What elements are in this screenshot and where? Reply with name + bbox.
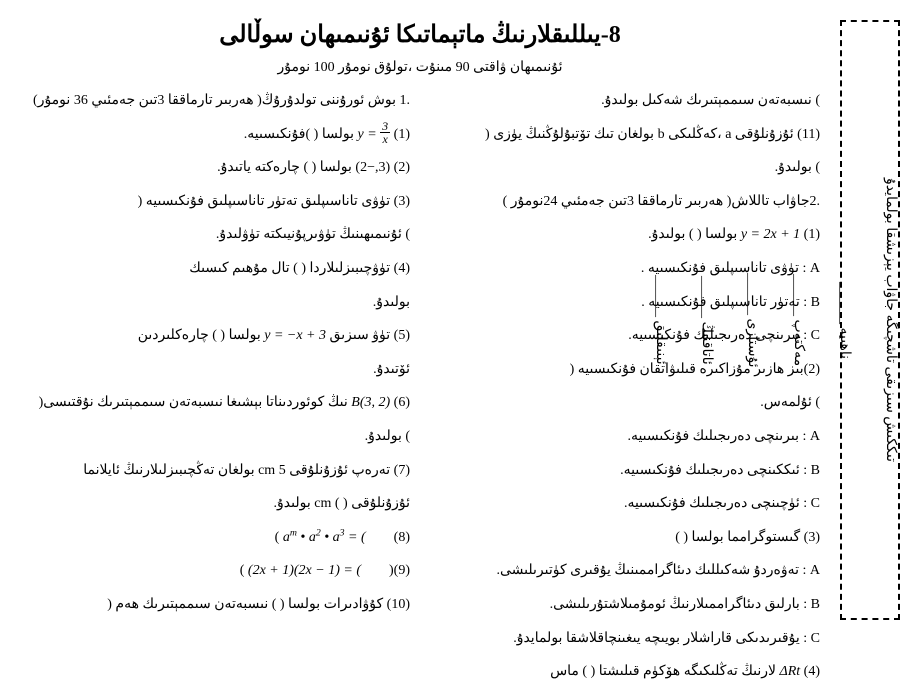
- q4b: بولىدۇ.: [20, 286, 410, 320]
- s2q3: (3) گىستوگرامما بولسا ( ): [430, 521, 820, 555]
- q6-pre: (6): [394, 395, 410, 410]
- s2q1-eq: y = 2x + 1: [741, 218, 800, 252]
- q2: (2) (3,−2) بولسا ( ) چارەكتە ياتىدۇ.: [20, 151, 410, 185]
- s2q4-eq: ΔRt: [779, 655, 800, 689]
- q6-eq: B(3, 2): [351, 386, 390, 420]
- timing-line: ئۇنىمىھان ۋاقتى 90 مىنۇت ،تولۇق نومۇر 10…: [20, 59, 820, 76]
- q11a: ) نىسبەتەن سىممېتىرىك شەكىل بولىدۇ.: [430, 84, 820, 118]
- q9-post: ): [240, 563, 245, 578]
- q5b: ئۆتىدۇ.: [20, 353, 410, 387]
- s2q4: (4) ΔRt لارنىڭ تەڭلىكىگە ھۆكۈم قىلىشتا (…: [430, 655, 820, 689]
- s2q3C: C : يۇقىرىدىكى قاراشلار بويىچە يىغىنچاقل…: [430, 622, 820, 656]
- q6-post: نىڭ كوئوردىناتا بېشىغا نىسبەتەن سىممېتىر…: [39, 395, 348, 410]
- q1-pre: (1): [394, 127, 410, 142]
- s2q2C: C : ئۈچىنچى دەرىجىلىك فۇنكىسىيە.: [430, 487, 820, 521]
- columns: .1 بوش ئورۇننى تولدۇرۇڭ( ھەربىر تارماققا…: [20, 84, 820, 689]
- q6: (6) B(3, 2) نىڭ كوئوردىناتا بېشىغا نىسبە…: [20, 386, 410, 420]
- s2q3A: A : تەۋەردۇ شەكىللىك دىئاگراممىنىڭ يۇقىر…: [430, 554, 820, 588]
- s2q1: (1) y = 2x + 1 بولسا ( ) بولىدۇ.: [430, 218, 820, 252]
- s2q1a: A : تۈۋى تاناسىپلىق فۇنكىسىيە .: [430, 252, 820, 286]
- q9-eq: (2x + 1)(2x − 1) = (: [248, 554, 361, 588]
- section2-header: .2جاۋاب تاللاش( ھەربىر تارماققا 3تىن جەم…: [430, 185, 820, 219]
- page-title: 8-يىللىقلارنىڭ ماتېماتىكا ئۇنىمىھان سوڵا…: [20, 20, 820, 49]
- answer-sidebar: تىككىش سىزىقى تاشچىگە جاۋاب يېزىشقا بولم…: [840, 20, 900, 620]
- q9: (9)( (2x + 1)(2x − 1) = ( ): [20, 554, 410, 588]
- s2q4-pre: (4): [804, 664, 820, 679]
- q4: (4) تۈۋچىبىزلىلاردا ( ) تال مۇھىم كىسىك: [20, 252, 410, 286]
- q5-eq: y = −x + 3: [264, 319, 326, 353]
- s2q1b: B : تەتۈر تاناسىپلىق فۇنكىسىيە .: [430, 286, 820, 320]
- q3b: ) ئۇنىمىھىنىڭ تۈۋىرپۇنيىكتە تۈۋلىدۇ.: [20, 218, 410, 252]
- section1-header: .1 بوش ئورۇننى تولدۇرۇڭ( ھەربىر تارماققا…: [20, 84, 410, 118]
- s2q3B: B : بارلىق دىئاگراممىلارنىڭ ئومۇمىلاشتۇر…: [430, 588, 820, 622]
- q10: (10) كۇۋادىرات بولسا ( ) نىسبەتەن سىممېت…: [20, 588, 410, 622]
- q5: (5) تۈۋ سىزىق y = −x + 3 بولسا ( ) چارەك…: [20, 319, 410, 353]
- column-right: .1 بوش ئورۇننى تولدۇرۇڭ( ھەربىر تارماققا…: [20, 84, 410, 689]
- q7b: ئۇزۇنلۇقى ( ) cm بولىدۇ.: [20, 487, 410, 521]
- s2q2B: B : ئىككىنچى دەرىجىلىك فۇنكىسىيە.: [430, 454, 820, 488]
- q1-equation: y = 3 x: [357, 118, 390, 152]
- s2q4-post: لارنىڭ تەڭلىكىگە ھۆكۈم قىلىشتا ( ) ماس: [550, 664, 776, 679]
- s2q1-pre: (1): [804, 227, 820, 242]
- q11b: (11) ئۇزۇنلۇقى a ،كەڭلىكى b بولغان تىك ت…: [430, 118, 820, 152]
- q1-fraction: 3 x: [380, 120, 390, 145]
- q11c: ) بولىدۇ.: [430, 151, 820, 185]
- q8-eq: am • a2 • a3 = (: [283, 521, 366, 555]
- q5-post: بولسا ( ) چارەكلىردىن: [138, 328, 261, 343]
- q8-pre: (8): [394, 530, 410, 545]
- s2q2A: A : بىرىنچى دەرىجىلىك فۇنكىسىيە.: [430, 420, 820, 454]
- q1-post: بولسا ( )فۇنكىسىيە.: [244, 127, 354, 142]
- q1: (1) y = 3 x بولسا ( )فۇنكىسىيە.: [20, 118, 410, 152]
- q5-pre: (5) تۈۋ سىزىق: [330, 328, 410, 343]
- s2q1-post: بولسا ( ) بولىدۇ.: [648, 227, 737, 242]
- q8: (8) am • a2 • a3 = ( ): [20, 521, 410, 555]
- q9-pre: (9)(: [389, 563, 410, 578]
- s2q2a: (2)بىز ھازىر مۇزاكىرە قىلىۋاتقان فۇنكىسى…: [430, 353, 820, 387]
- q7a: (7) تەرەپ ئۇزۇنلۇقى 5 cm بولغان تەڭچىبىز…: [20, 454, 410, 488]
- q6b: ) بولىدۇ.: [20, 420, 410, 454]
- q8-post: ): [275, 530, 280, 545]
- column-left: ) نىسبەتەن سىممېتىرىك شەكىل بولىدۇ. (11)…: [430, 84, 820, 689]
- main-content: 8-يىللىقلارنىڭ ماتېماتىكا ئۇنىمىھان سوڵا…: [20, 20, 820, 630]
- s2q1c: C : بىرىنچى دەرىجىلىك فۇنكىسىيە.: [430, 319, 820, 353]
- q3a: (3) تۈۋى تاناسىپلىق تەتۈر تاناسىپلىق فۇن…: [20, 185, 410, 219]
- s2q2b: ) ئۇلمەس.: [430, 386, 820, 420]
- sidebar-main-text: تىككىش سىزىقى تاشچىگە جاۋاب يېزىشقا بولم…: [882, 178, 898, 462]
- sidebar-label-a: ناھىيە ______: [836, 282, 852, 359]
